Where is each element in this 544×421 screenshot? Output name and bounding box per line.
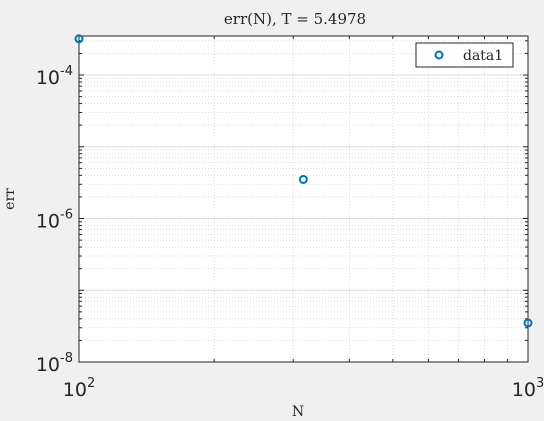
legend-label: data1 [463, 48, 503, 64]
axes-box [78, 35, 529, 363]
x-axis-label: N [292, 404, 304, 420]
y-tick-label: 10-4 [36, 64, 73, 89]
x-tick-label: 102 [63, 376, 95, 401]
data-point [298, 174, 308, 184]
y-tick-labels: 10-4 10-6 10-8 [36, 64, 73, 376]
chart-title: err(N), T = 5.4978 [224, 10, 366, 28]
legend-marker [434, 50, 444, 60]
y-axis-label: err [2, 188, 18, 210]
y-tick-label: 10-6 [36, 208, 73, 233]
minor-grid [79, 36, 528, 362]
tick-marks [78, 36, 529, 363]
plot-area [79, 36, 528, 362]
data-point [74, 34, 84, 44]
legend: data1 [415, 42, 514, 68]
data-points [74, 34, 533, 328]
x-tick-label: 103 [512, 376, 544, 401]
y-tick-label: 10-8 [36, 351, 73, 376]
data-point [523, 318, 533, 328]
x-tick-labels: 102 103 [63, 376, 544, 401]
legend-box [415, 42, 514, 68]
